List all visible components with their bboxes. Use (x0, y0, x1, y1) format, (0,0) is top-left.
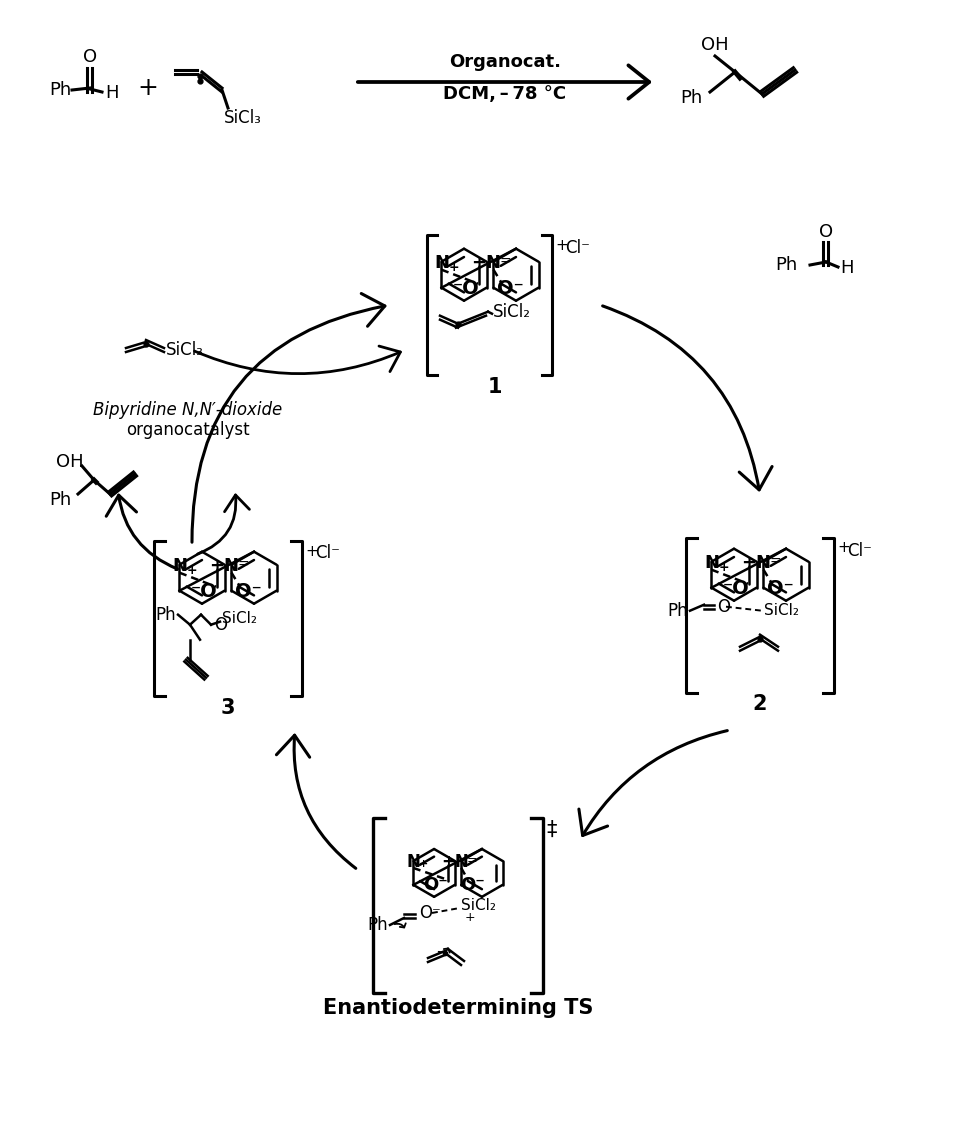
Text: ⁻O: ⁻O (453, 279, 480, 298)
Text: =: = (466, 855, 477, 867)
Text: O⁻: O⁻ (423, 876, 449, 894)
Text: ⁻O: ⁻O (723, 579, 749, 598)
Text: +: + (837, 540, 850, 556)
Text: O: O (717, 597, 730, 615)
Text: Enantiodetermining TS: Enantiodetermining TS (323, 999, 593, 1018)
Text: +: + (718, 560, 729, 574)
Text: =: = (499, 254, 511, 269)
Text: +: + (555, 238, 568, 253)
Text: Cl⁻: Cl⁻ (847, 541, 872, 559)
Text: N: N (434, 254, 449, 272)
Text: +N: +N (441, 853, 469, 871)
Text: Ph: Ph (48, 81, 71, 99)
Text: +: + (305, 543, 318, 558)
Text: OH: OH (702, 36, 729, 54)
Text: O: O (819, 223, 833, 241)
Text: Ph: Ph (681, 89, 703, 107)
Text: Ph: Ph (367, 916, 388, 934)
Text: +: + (186, 564, 197, 577)
Text: ⁻O: ⁻O (191, 583, 217, 601)
Text: Cl⁻: Cl⁻ (566, 238, 590, 256)
Text: ‡: ‡ (546, 819, 556, 839)
Text: SiCl₃: SiCl₃ (166, 341, 203, 359)
Text: OH: OH (56, 453, 83, 471)
Text: O⁻: O⁻ (497, 279, 523, 298)
Text: O: O (83, 48, 97, 66)
Text: N: N (704, 554, 719, 572)
Text: =: = (769, 555, 781, 569)
Text: N: N (406, 853, 421, 871)
Text: +: + (465, 911, 476, 925)
Text: Ph: Ph (49, 490, 72, 508)
Text: O⁻: O⁻ (234, 583, 262, 601)
Text: DCM, – 78 °C: DCM, – 78 °C (444, 86, 567, 104)
Text: +: + (138, 76, 159, 100)
Text: Ph: Ph (668, 602, 688, 620)
Text: O⁻: O⁻ (460, 876, 485, 894)
Text: =: = (237, 558, 249, 572)
Text: SiCl₂: SiCl₂ (222, 611, 257, 627)
Text: O⁻: O⁻ (766, 579, 794, 598)
Text: SiCl₂: SiCl₂ (461, 899, 496, 914)
Text: 1: 1 (487, 377, 502, 397)
Text: SiCl₂: SiCl₂ (764, 603, 799, 619)
Text: SiCl₂: SiCl₂ (493, 303, 531, 321)
Text: O⁻: O⁻ (419, 904, 441, 922)
Text: O: O (214, 615, 227, 633)
Text: organocatalyst: organocatalyst (126, 421, 250, 439)
Text: H: H (105, 84, 118, 102)
Text: +: + (420, 860, 428, 868)
Text: +N: +N (472, 254, 502, 272)
Text: Organocat.: Organocat. (449, 53, 561, 71)
Text: Ph: Ph (776, 256, 798, 274)
Text: Cl⁻: Cl⁻ (315, 544, 340, 562)
Text: Bipyridine N,N′-dioxide: Bipyridine N,N′-dioxide (93, 400, 283, 418)
Text: 3: 3 (221, 698, 235, 718)
Text: +N: +N (741, 554, 771, 572)
Text: 2: 2 (753, 694, 767, 714)
Text: Ph: Ph (155, 605, 176, 623)
Text: +N: +N (209, 557, 239, 575)
Text: +: + (449, 261, 459, 273)
Text: H: H (840, 259, 854, 277)
Text: SiCl₃: SiCl₃ (224, 109, 262, 127)
Text: N: N (172, 557, 187, 575)
